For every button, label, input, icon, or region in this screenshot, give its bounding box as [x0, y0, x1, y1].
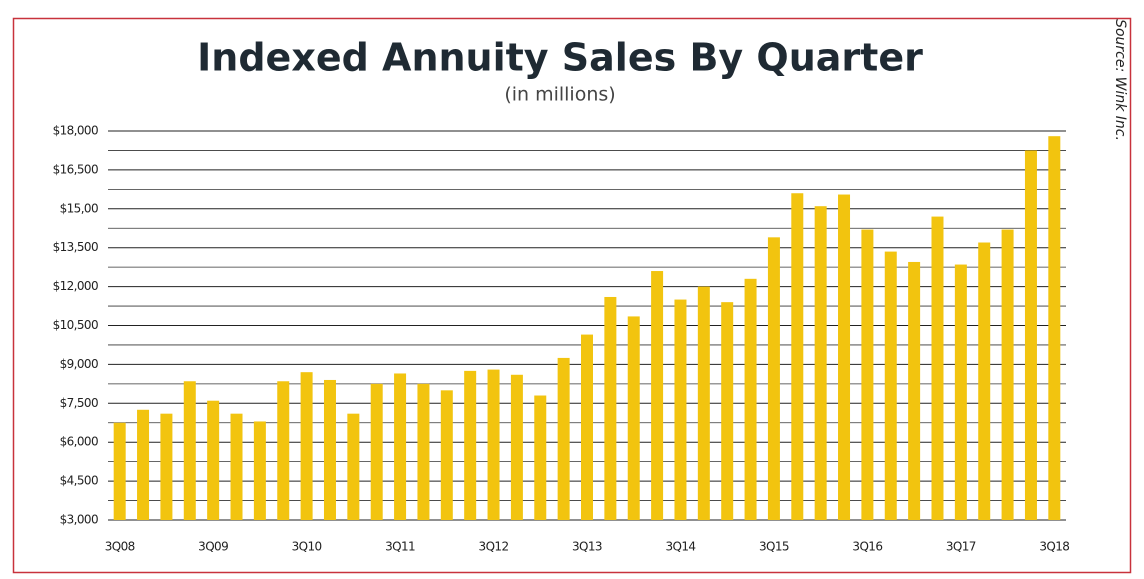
y-tick-label: $12,000: [53, 279, 98, 293]
chart-title: Indexed Annuity Sales By Quarter: [197, 36, 923, 80]
bar: [861, 229, 874, 520]
bar: [230, 413, 243, 520]
bar: [323, 379, 336, 520]
y-tick-label: $4,500: [60, 474, 98, 488]
bar: [931, 216, 944, 520]
x-tick-label: 3Q12: [479, 540, 509, 554]
bar: [604, 296, 617, 520]
y-tick-label: $15,00: [60, 201, 98, 215]
y-tick-label: $3,000: [60, 513, 98, 527]
bar: [908, 261, 921, 520]
bar: [440, 390, 453, 520]
bar: [510, 374, 523, 520]
bar: [300, 372, 313, 520]
chart-subtitle: (in millions): [504, 84, 615, 106]
bar: [884, 251, 897, 520]
bar: [183, 381, 196, 520]
bar: [534, 395, 547, 520]
y-tick-label: $13,500: [53, 240, 98, 254]
bar: [253, 421, 266, 520]
frame: [12, 17, 1132, 574]
bar: [954, 264, 967, 520]
x-tick-label: 3Q14: [665, 540, 695, 554]
x-tick-label: 3Q16: [852, 540, 882, 554]
bar: [347, 413, 360, 520]
y-tick-label: $16,500: [53, 162, 98, 176]
bar: [207, 400, 220, 520]
bar: [370, 383, 383, 520]
bar: [814, 206, 827, 520]
bar: [744, 278, 757, 520]
bar: [1001, 229, 1014, 520]
bar: [581, 334, 593, 520]
bar: [277, 381, 290, 520]
y-tick-label: $9,000: [60, 357, 98, 371]
bar: [394, 373, 407, 520]
bar: [697, 286, 710, 520]
y-tick-label: $6,000: [60, 435, 98, 449]
x-tick-label: 3Q13: [572, 540, 602, 554]
x-tick-label: 3Q09: [198, 540, 228, 554]
bar: [1048, 136, 1061, 521]
source-note: Source: Wink Inc.: [1112, 19, 1128, 141]
bar: [674, 299, 687, 520]
bar: [978, 242, 991, 520]
x-tick-label: 3Q18: [1039, 540, 1069, 554]
bar: [838, 194, 851, 520]
bar: [721, 302, 734, 520]
x-tick-label: 3Q11: [385, 540, 415, 554]
bar: [627, 316, 640, 520]
y-tick-label: $18,000: [53, 124, 98, 138]
bar: [113, 422, 126, 520]
bar: [791, 193, 804, 521]
bar: [464, 370, 477, 520]
x-tick-label: 3Q10: [292, 540, 322, 554]
bar: [1024, 150, 1037, 520]
bar: [417, 383, 430, 520]
x-tick-label: 3Q08: [105, 540, 135, 554]
bar: [137, 409, 150, 520]
y-tick-label: $7,500: [60, 396, 98, 410]
x-tick-label: 3Q17: [946, 540, 976, 554]
bar: [651, 271, 664, 520]
y-tick-label: $10,500: [53, 318, 98, 332]
x-tick-label: 3Q15: [759, 540, 789, 554]
bar: [557, 357, 570, 520]
bar: [767, 237, 780, 520]
bar: [160, 413, 173, 520]
bar: [487, 369, 500, 520]
